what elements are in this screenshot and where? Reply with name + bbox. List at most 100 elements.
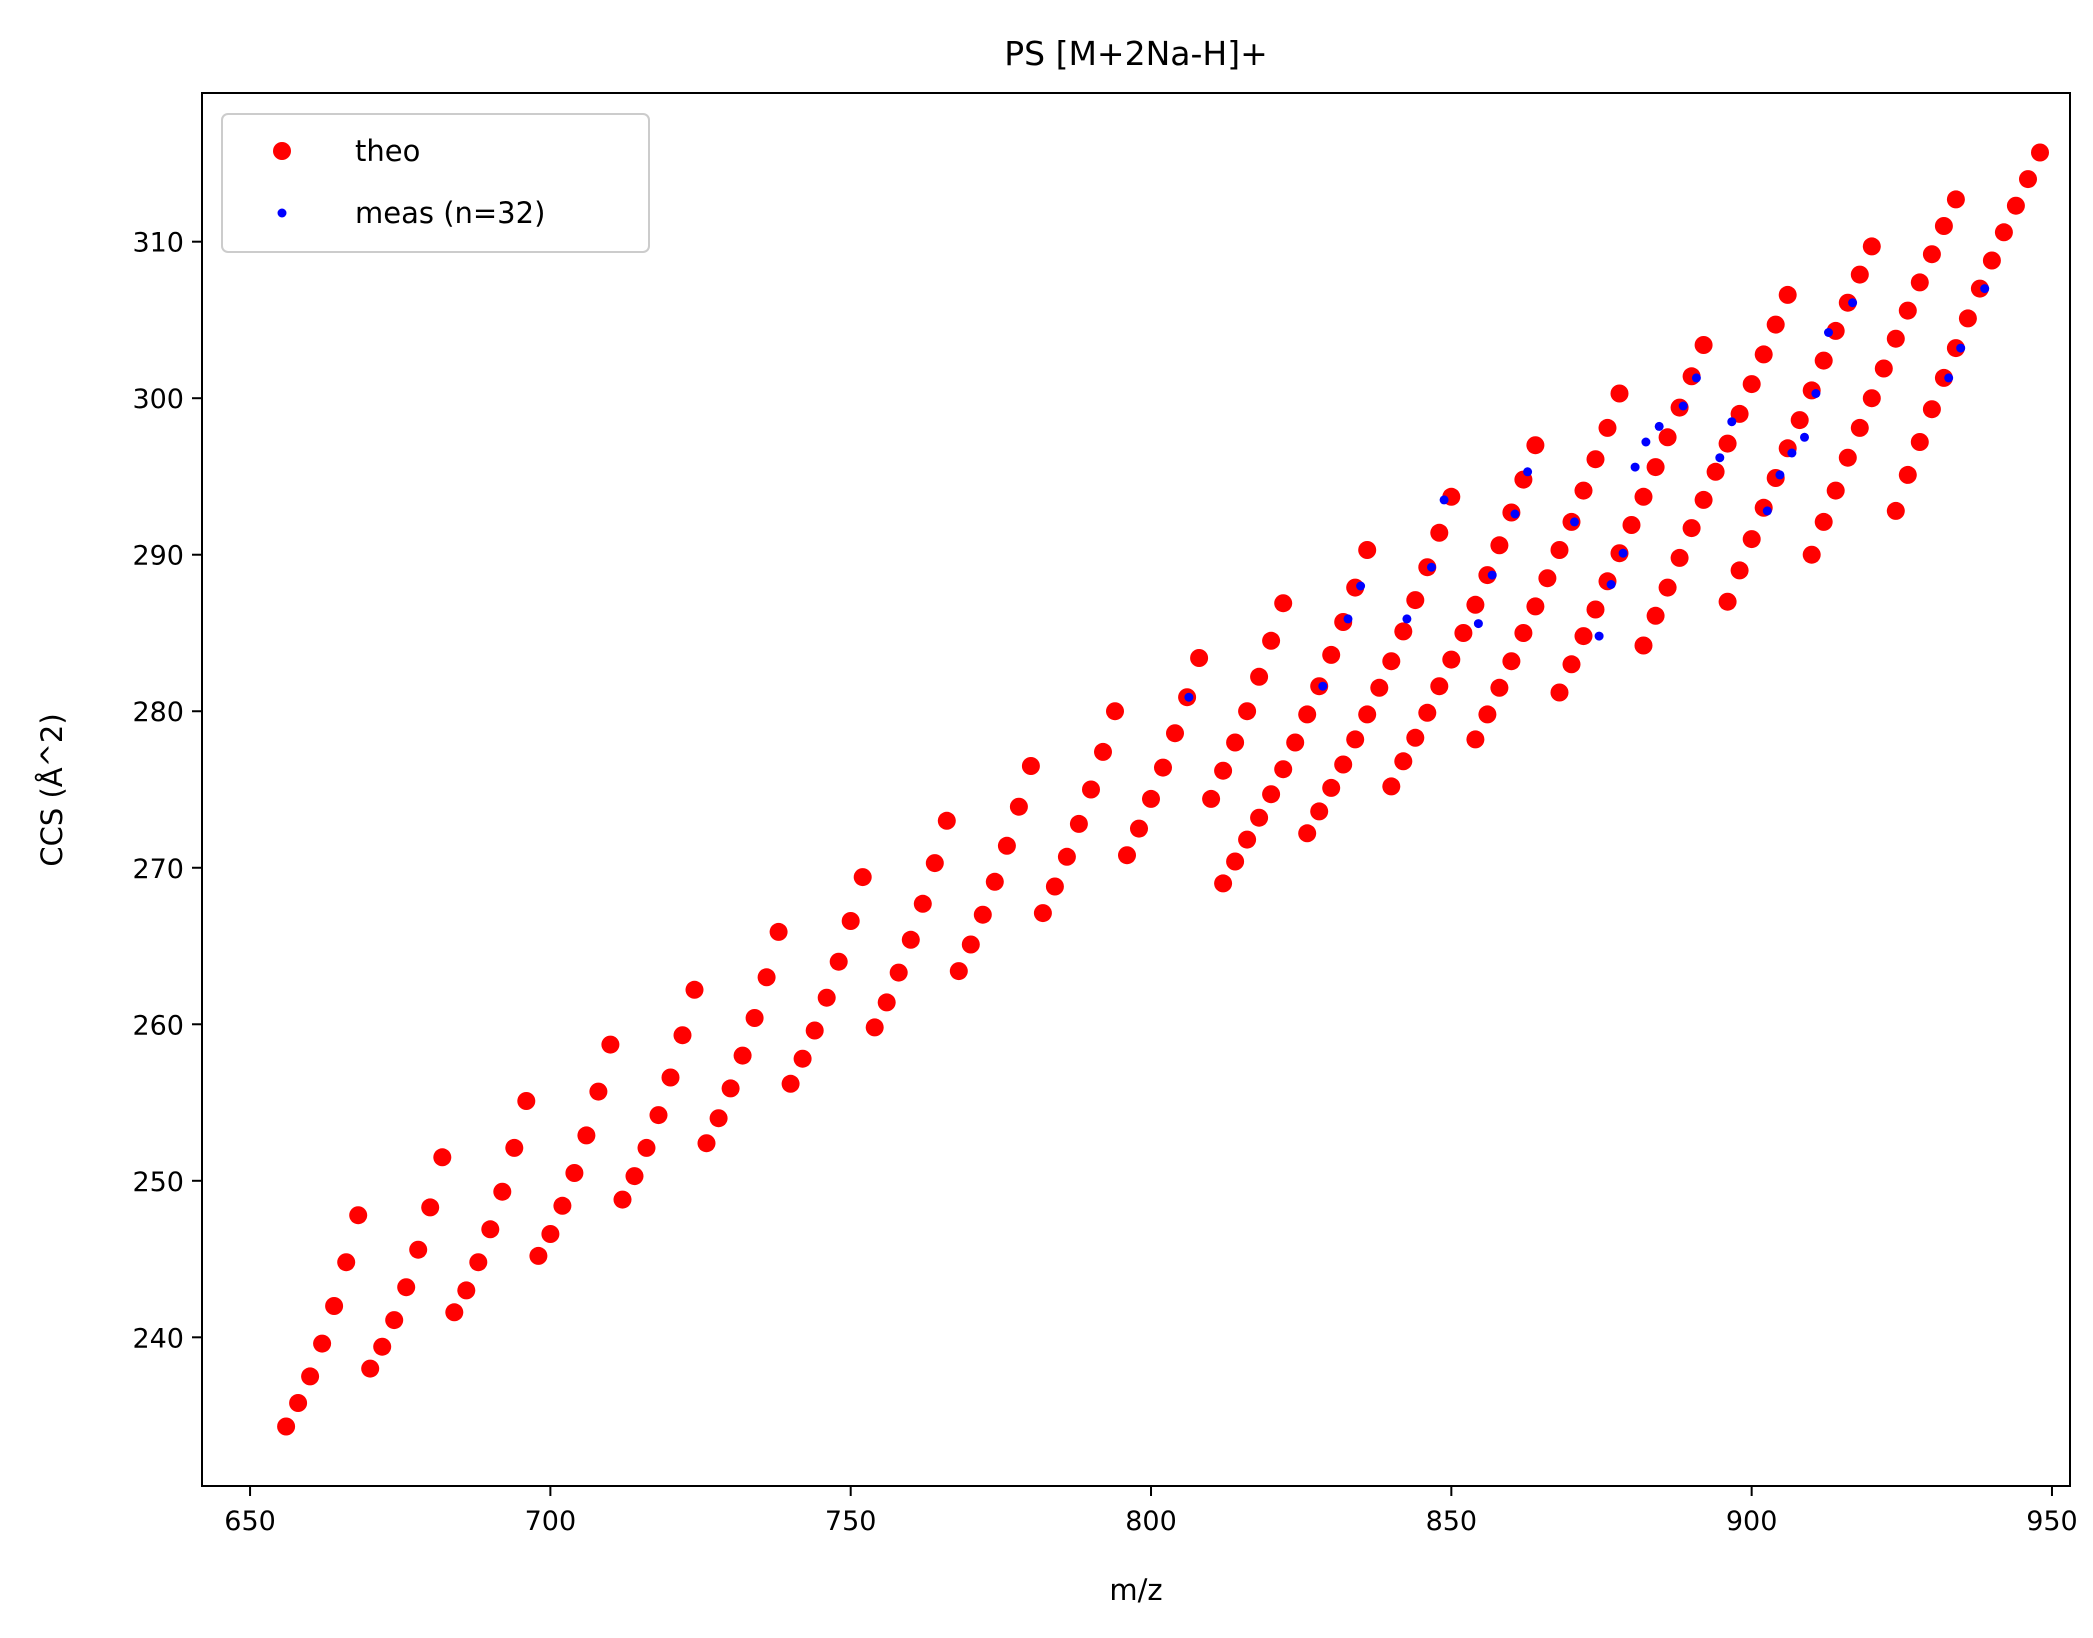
theo-point: [1310, 802, 1329, 821]
theo-point: [1658, 578, 1677, 597]
points-layer: [277, 143, 2049, 1436]
theo-point: [1562, 655, 1581, 674]
theo-point: [1742, 375, 1761, 394]
meas-point: [1343, 614, 1353, 624]
chart-title: PS [M+2Na-H]+: [1004, 34, 1267, 73]
theo-point: [1166, 724, 1184, 743]
theo-point: [721, 1079, 740, 1098]
theo-point: [1394, 752, 1413, 771]
theo-point: [1814, 351, 1833, 370]
theo-point: [457, 1281, 476, 1300]
meas-point: [1691, 373, 1701, 383]
theo-point: [985, 872, 1004, 891]
theo-point: [997, 836, 1016, 855]
x-axis: 650 700 750 800 850 900 950: [224, 1486, 2078, 1537]
x-tick-label: 750: [825, 1506, 877, 1537]
theo-point: [1802, 545, 1821, 564]
theo-point: [1322, 645, 1341, 664]
theo-point: [1226, 733, 1245, 752]
theo-point: [757, 968, 776, 987]
theo-point: [409, 1240, 428, 1259]
theo-point: [589, 1082, 608, 1101]
y-tick-label: 250: [132, 1167, 184, 1198]
theo-point: [1106, 702, 1124, 721]
theo-point: [637, 1138, 656, 1157]
meas-point: [1510, 509, 1520, 519]
legend-box: [221, 113, 650, 253]
theo-point: [1610, 384, 1629, 403]
theo-point: [1670, 548, 1689, 567]
theo-point: [1982, 251, 2001, 270]
theo-point: [1298, 705, 1317, 724]
theo-point: [385, 1311, 404, 1330]
theo-point: [1202, 789, 1221, 808]
theo-point: [325, 1297, 344, 1315]
theo-point: [1238, 702, 1257, 721]
theo-point: [1466, 595, 1485, 614]
series-theo: [277, 143, 2049, 1436]
theo-point: [1250, 808, 1269, 827]
meas-point: [1654, 421, 1664, 431]
meas-point: [1944, 373, 1954, 383]
legend-label-theo: theo: [355, 134, 420, 168]
y-tick-label: 300: [132, 384, 184, 415]
theo-point: [2006, 196, 2025, 215]
x-tick-label: 950: [2026, 1506, 2078, 1537]
theo-point: [493, 1182, 512, 1201]
theo-point: [1898, 301, 1917, 320]
theo-point: [1118, 846, 1136, 865]
x-tick-label: 700: [525, 1506, 577, 1537]
theo-point: [697, 1134, 716, 1153]
theo-point: [1190, 649, 1209, 667]
theo-point: [1706, 462, 1725, 481]
theo-point: [421, 1198, 440, 1217]
theo-point: [1838, 293, 1857, 312]
theo-point: [1898, 465, 1917, 484]
theo-point: [1634, 487, 1653, 506]
theo-point: [1862, 389, 1881, 408]
theo-point: [805, 1021, 824, 1040]
theo-point: [913, 894, 932, 913]
y-tick-label: 240: [132, 1323, 184, 1354]
theo-point: [505, 1138, 524, 1157]
x-tick-label: 900: [1726, 1506, 1778, 1537]
theo-point: [1346, 730, 1365, 749]
theo-point: [1406, 591, 1425, 610]
theo-point: [1850, 265, 1869, 284]
theo-point: [1814, 512, 1833, 531]
theo-point: [865, 1018, 884, 1037]
theo-point: [781, 1074, 800, 1093]
series-meas: [1184, 284, 1990, 702]
theo-point: [361, 1359, 380, 1378]
meas-point: [1618, 548, 1628, 558]
theo-point: [1946, 190, 1965, 209]
theo-point: [1742, 530, 1761, 549]
theo-point: [1262, 785, 1281, 804]
theo-point: [661, 1068, 680, 1087]
theo-point: [1069, 814, 1088, 833]
meas-point: [1318, 681, 1328, 691]
theo-point: [1502, 652, 1521, 671]
theo-point: [517, 1092, 536, 1110]
theo-point: [1478, 705, 1497, 724]
theo-point: [1694, 490, 1713, 509]
theo-point: [1442, 650, 1461, 669]
theo-point: [1274, 594, 1293, 613]
theo-point: [313, 1334, 332, 1353]
theo-point: [1382, 652, 1401, 671]
theo-point: [1850, 418, 1869, 437]
theo-point: [1226, 852, 1245, 871]
meas-point: [1570, 517, 1579, 527]
theo-point: [1646, 458, 1665, 477]
theo-point: [1790, 411, 1809, 430]
theo-point: [481, 1220, 500, 1239]
theo-point: [1826, 481, 1845, 500]
theo-point: [613, 1190, 632, 1209]
x-axis-label: m/z: [1109, 1573, 1162, 1607]
theo-point: [2031, 143, 2049, 162]
theo-point: [1598, 418, 1617, 437]
theo-point: [1274, 760, 1293, 779]
meas-point: [1523, 467, 1533, 477]
theo-point: [1838, 448, 1857, 467]
theo-point: [1958, 309, 1977, 328]
